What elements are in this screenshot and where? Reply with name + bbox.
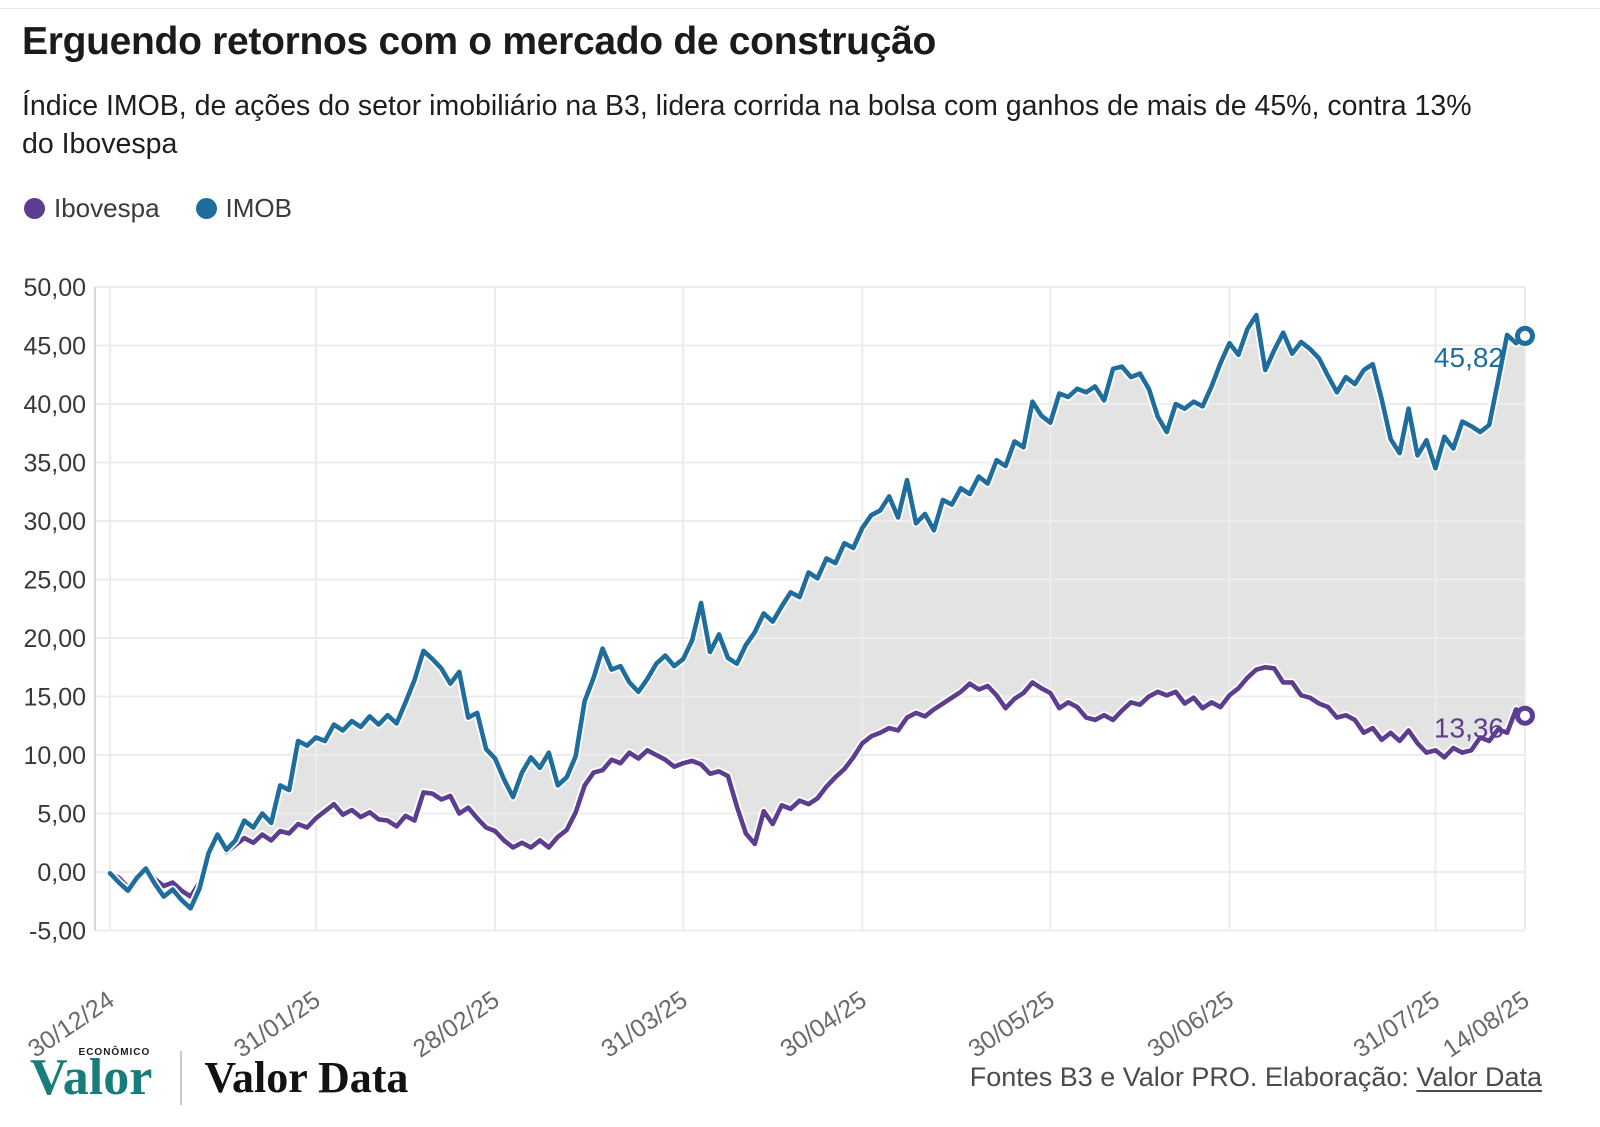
imob-line	[107, 312, 1528, 911]
valor-economico-superscript: ECONÔMICO	[78, 1047, 151, 1058]
brand-logos: Valor ECONÔMICO Valor Data	[30, 1047, 409, 1106]
y-axis-tick-label: 20,00	[23, 625, 86, 653]
y-axis-tick-label: 25,00	[23, 567, 86, 595]
chart-legend: Ibovespa IMOB	[24, 193, 292, 224]
valor-data-logo: Valor Data	[204, 1053, 409, 1102]
y-axis-tick-label: 50,00	[23, 274, 86, 302]
y-axis-tick-label: 35,00	[23, 450, 86, 478]
ibovespa-line	[107, 664, 1528, 899]
page-subtitle: Índice IMOB, de ações do setor imobiliár…	[22, 90, 1472, 160]
top-divider	[0, 8, 1600, 9]
legend-label: IMOB	[225, 193, 292, 223]
valor-economico-logo: Valor ECONÔMICO	[30, 1047, 153, 1106]
imob-dot-icon	[195, 198, 217, 219]
ibovespa-end-value-label: 13,36	[1434, 713, 1504, 744]
y-axis-tick-label: 15,00	[23, 684, 86, 712]
ibovespa-end-marker	[1515, 705, 1535, 726]
ibovespa-dot-icon	[24, 198, 45, 219]
legend-label: Ibovespa	[54, 193, 160, 223]
y-axis-tick-label: 10,00	[23, 742, 86, 770]
y-axis-tick-label: 0,00	[37, 859, 86, 887]
footer: Valor ECONÔMICO Valor Data Fontes B3 e V…	[0, 1032, 1600, 1127]
legend-item-imob: IMOB	[195, 193, 292, 224]
source-link[interactable]: Valor Data	[1416, 1062, 1542, 1092]
legend-item-ibovespa: Ibovespa	[24, 193, 160, 224]
imob-end-marker	[1515, 325, 1535, 346]
y-axis-tick-label: -5,00	[29, 918, 86, 946]
page-title: Erguendo retornos com o mercado de const…	[22, 20, 937, 63]
source-text: Fontes B3 e Valor PRO. Elaboração:	[969, 1062, 1417, 1092]
imob-end-value-label: 45,82	[1434, 342, 1504, 373]
y-axis-tick-label: 45,00	[23, 333, 86, 361]
y-axis-tick-label: 5,00	[37, 801, 86, 829]
y-axis-tick-label: 30,00	[23, 508, 86, 536]
source-line: Fontes B3 e Valor PRO. Elaboração: Valor…	[970, 1062, 1542, 1093]
logo-divider	[180, 1051, 183, 1105]
y-axis-tick-label: 40,00	[23, 391, 86, 419]
